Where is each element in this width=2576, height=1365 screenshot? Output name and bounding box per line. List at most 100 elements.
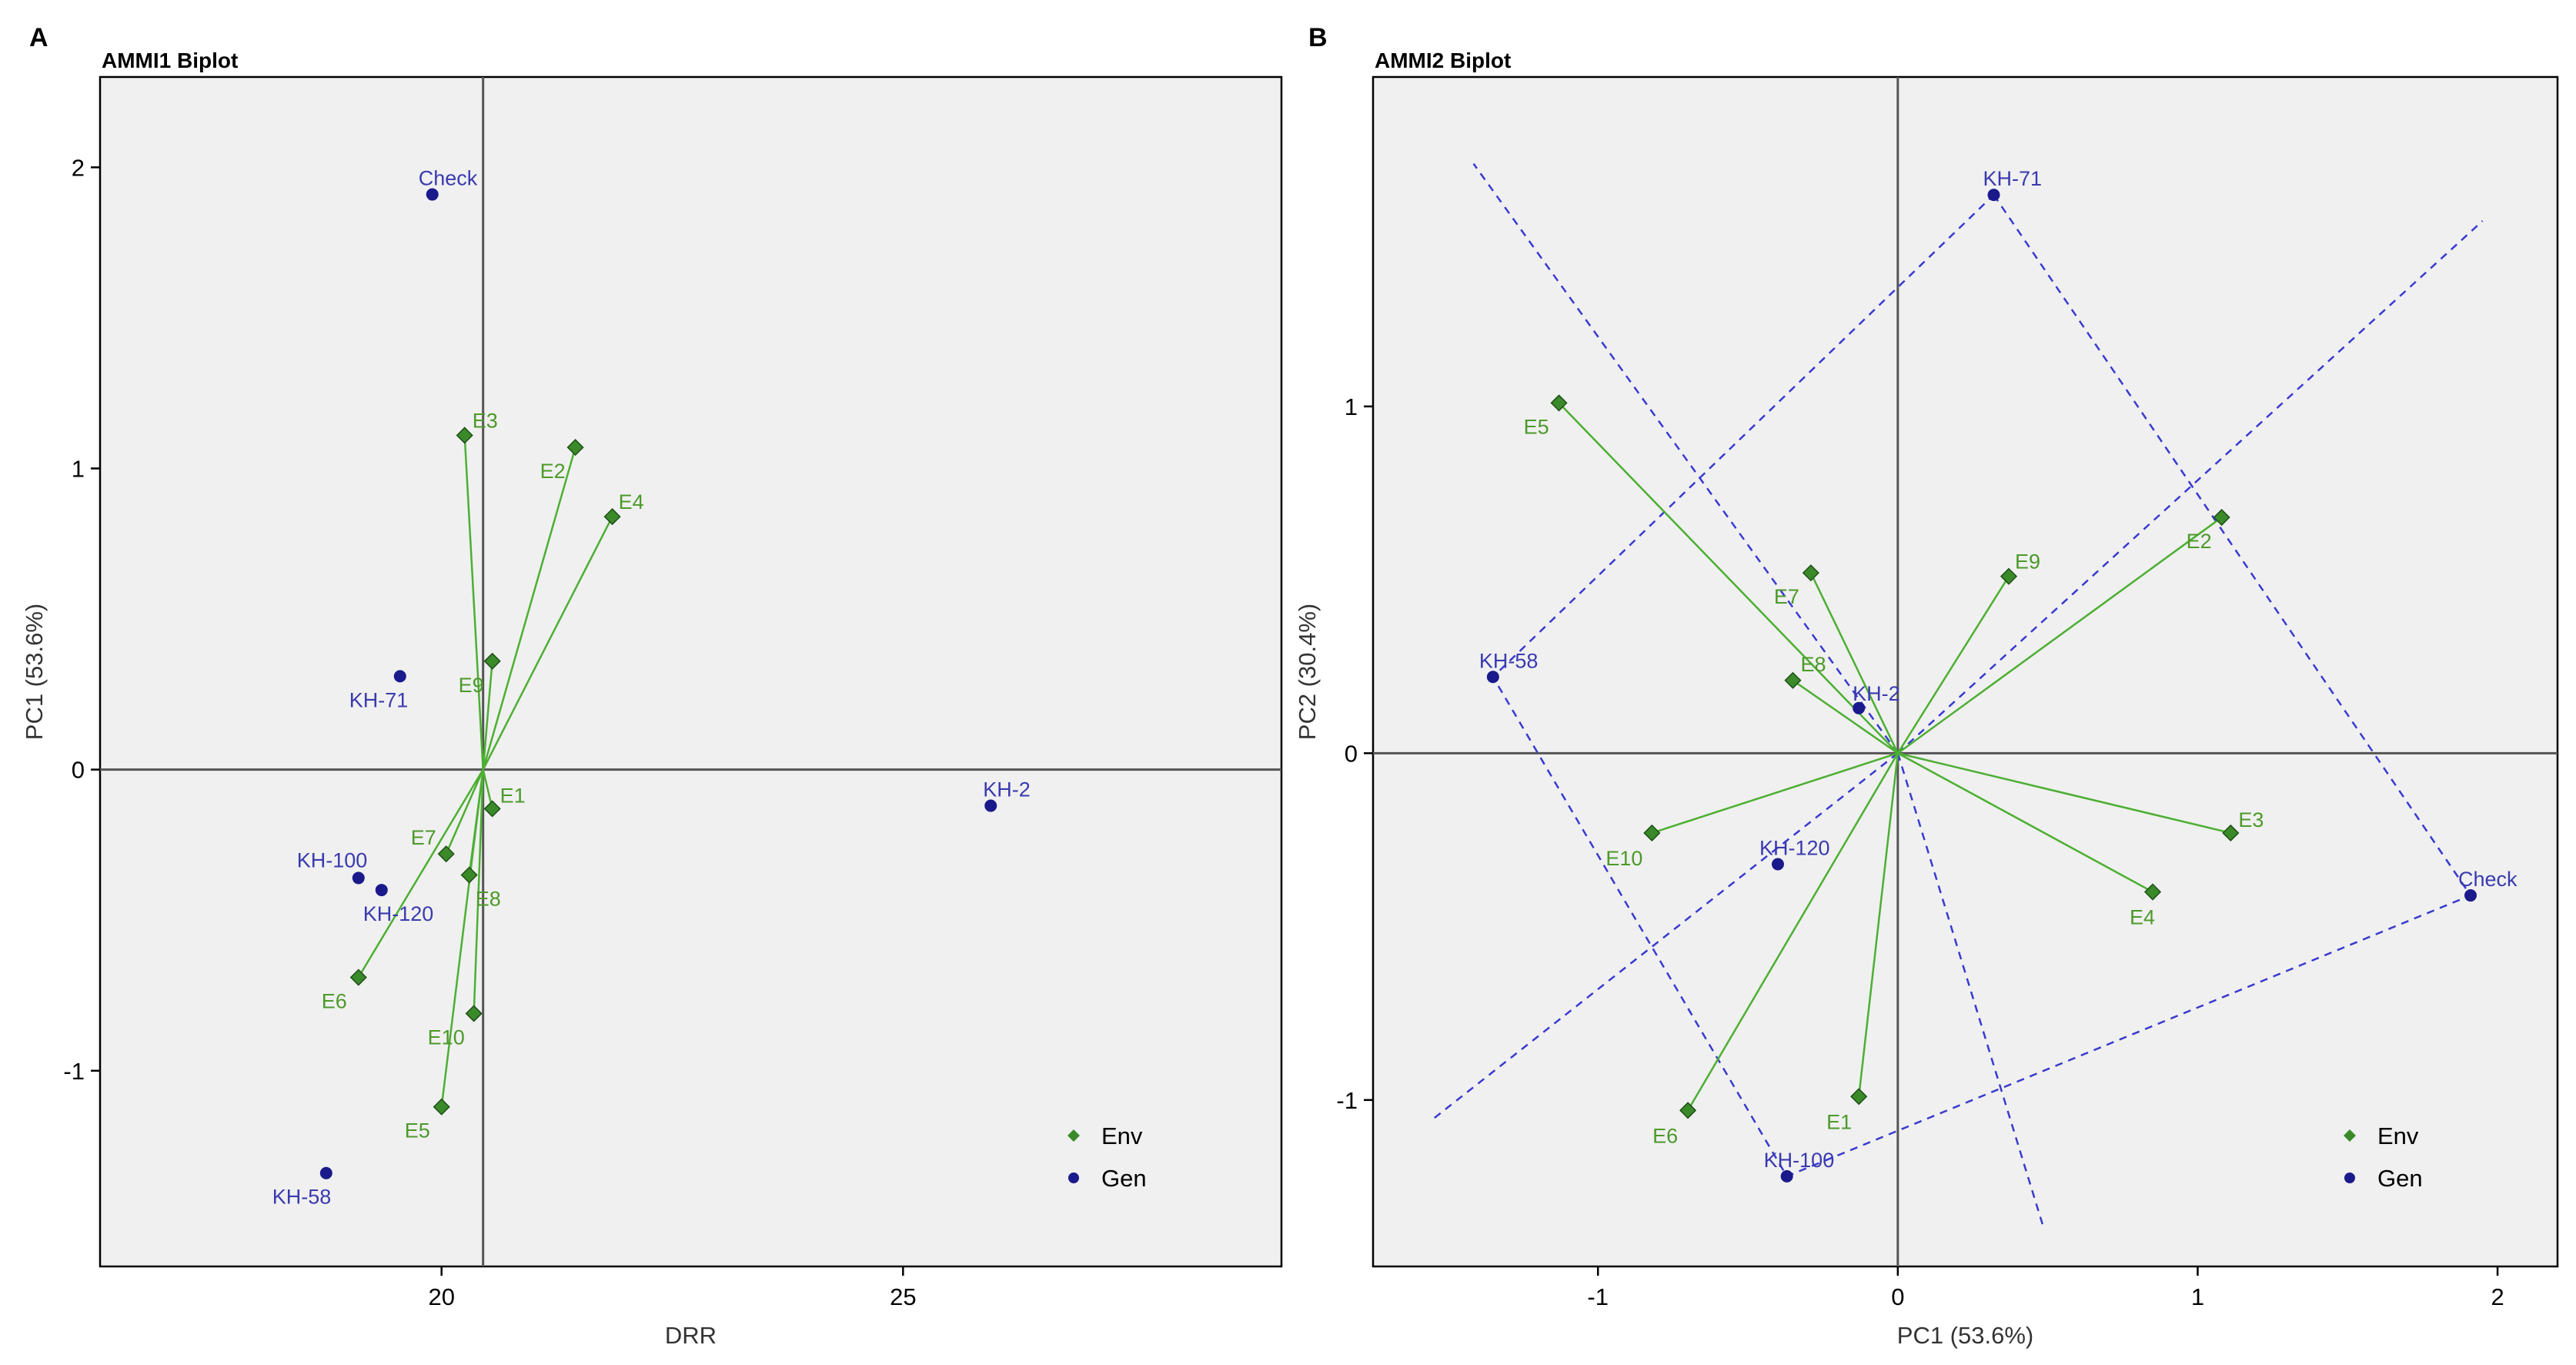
env-point-e8 [1784,671,1802,689]
env-vector-e8 [468,769,484,875]
y-tick-label: 0 [1345,740,1358,767]
legend-gen-marker-a [1068,1173,1079,1183]
env-label-e1: E1 [1826,1110,1852,1133]
y-tick-label: 1 [1345,393,1358,420]
env-label-e8: E8 [1800,653,1826,676]
env-vector-e10 [473,769,484,1014]
env-vector-e9 [1896,575,2010,754]
env-point-e9 [483,652,501,670]
gen-label-kh-2: KH-2 [983,778,1031,801]
env-label-e9: E9 [459,674,484,697]
gen-point-kh-120 [375,884,388,897]
env-vector-e4 [482,516,613,771]
y-axis-label-b: PC2 (30.4%) [1294,604,1321,740]
env-label-e10: E10 [1605,847,1642,870]
env-label-e7: E7 [411,826,436,849]
env-vector-e8 [1792,679,1899,754]
env-point-e2 [2213,508,2230,527]
gen-label-kh-120: KH-120 [1759,836,1830,859]
env-label-e5: E5 [405,1119,430,1143]
env-label-e4: E4 [2130,906,2155,929]
env-point-e5 [1550,394,1568,412]
gen-label-check: Check [419,167,478,190]
environment-vectors-a [357,435,613,1107]
gen-point-kh-2 [1853,701,1866,714]
gen-label-kh-120: KH-120 [363,902,434,925]
gen-label-kh-100: KH-100 [297,848,368,872]
env-point-e10 [1643,824,1661,842]
gen-label-kh-100: KH-100 [1764,1149,1835,1172]
env-label-e2: E2 [2187,530,2212,553]
gen-point-kh-100 [1780,1169,1793,1183]
legend-env-marker-b [2344,1129,2356,1142]
env-label-e5: E5 [1524,415,1549,438]
env-point-e7 [1802,564,1819,582]
gen-label-kh-58: KH-58 [1479,649,1539,672]
legend-env-label-b: Env [2377,1122,2419,1149]
sector-ray [1472,162,1899,754]
gen-label-kh-71: KH-71 [1983,167,2043,190]
point-labels-b: E1 E2 E3 E4 E5 E6 E7 E8 E9 E10 KH-71 KH-58 KH-2 KH-12… [1479,167,2518,1172]
env-point-e6 [349,969,367,986]
panel-title-b: AMMI2 Biplot [1375,49,1511,72]
points-b [1486,189,2477,1183]
reference-lines-b [1373,77,2558,1266]
legend-gen-label-b: Gen [2377,1165,2423,1192]
env-point-e5 [433,1098,450,1116]
x-axis-label-a: DRR [665,1322,717,1349]
env-vector-e6 [1687,752,1899,1111]
env-point-e3 [2222,824,2240,842]
gen-point-kh-100 [352,872,365,885]
env-point-e4 [603,508,621,526]
legend-env-label-a: Env [1101,1122,1143,1149]
env-label-e9: E9 [2015,550,2040,574]
env-label-e6: E6 [1652,1124,1678,1147]
env-vector-e4 [1897,752,2153,893]
y-tick-label: -1 [1336,1087,1358,1114]
env-point-e1 [483,800,501,818]
gen-point-kh-58 [1486,671,1499,684]
y-tick-label: 0 [72,757,85,784]
env-point-e8 [460,866,478,884]
ticks-b: -1 0 1 2 1 0 -1 [1336,393,2504,1310]
env-vector-e3 [1897,752,2231,835]
legend-env-marker-a [1067,1129,1080,1142]
env-vector-e2 [1897,517,2223,754]
reference-lines-a [100,77,1281,1266]
env-vector-e10 [1651,752,1899,835]
env-label-e3: E3 [473,409,498,432]
env-point-e2 [566,439,584,457]
env-point-e3 [456,427,473,444]
env-point-e6 [1679,1102,1697,1119]
panel-title-a: AMMI1 Biplot [102,49,238,72]
gen-point-kh-120 [1771,858,1784,871]
env-vector-e2 [482,447,576,770]
points-a [319,188,997,1179]
env-point-e7 [437,845,455,863]
gen-point-kh-58 [319,1166,332,1179]
panel-letter-b: B [1308,23,1328,52]
panel-letter-a: A [29,23,48,52]
panel-ammi1-biplot: A AMMI1 Biplot E1 E2 E3 E4 E5 E6 E7 E8 E9 E10 Chec… [21,23,1283,1349]
env-vector-e9 [482,661,493,770]
env-label-e8: E8 [476,888,501,911]
y-axis-label-a: PC1 (53.6%) [21,604,48,740]
env-point-e9 [2000,567,2018,585]
ticks-a: 20 25 2 1 0 -1 [63,154,916,1310]
env-label-e4: E4 [619,490,644,514]
y-tick-label: 1 [72,455,85,482]
env-label-e7: E7 [1774,585,1799,608]
y-tick-label: 2 [72,154,85,181]
x-tick-label: 1 [2191,1283,2204,1310]
sector-ray [1432,752,1899,1120]
gen-point-kh-2 [984,799,997,812]
plot-area-a [99,75,1283,1268]
gen-point-kh-71 [1987,189,2000,202]
point-labels-a: E1 E2 E3 E4 E5 E6 E7 E8 E9 E10 Check KH-71 KH-2 KH-10… [272,167,1031,1209]
env-label-e2: E2 [540,460,566,483]
gen-label-check: Check [2458,868,2518,891]
env-vector-e5 [1558,402,1899,754]
x-tick-label: 25 [890,1283,916,1310]
y-tick-label: -1 [63,1058,85,1085]
